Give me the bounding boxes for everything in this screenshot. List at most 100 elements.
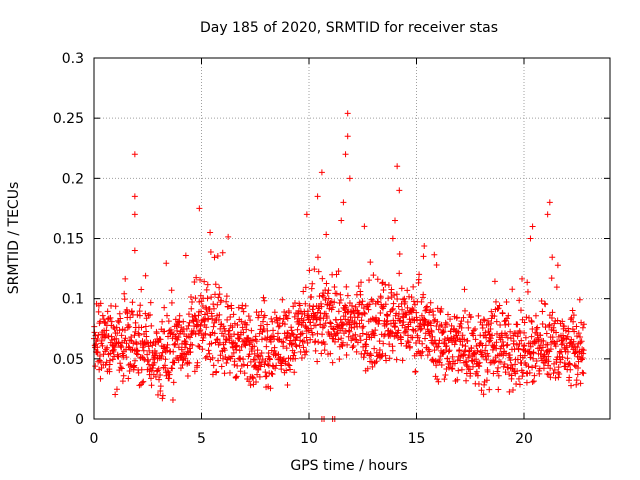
data-point — [139, 379, 146, 386]
data-point — [303, 334, 310, 341]
data-point — [118, 365, 125, 372]
data-point — [312, 347, 319, 354]
data-point — [361, 223, 368, 230]
data-point — [185, 311, 192, 318]
data-point — [142, 272, 149, 279]
data-points — [91, 110, 587, 422]
data-point — [245, 313, 252, 320]
data-point — [116, 319, 123, 326]
data-point — [431, 251, 438, 258]
x-tick-label: 15 — [408, 431, 426, 447]
data-point — [377, 294, 384, 301]
data-point — [217, 352, 224, 359]
data-point — [301, 337, 308, 344]
data-point — [103, 327, 110, 334]
data-point — [168, 299, 175, 306]
data-point — [427, 306, 434, 313]
data-point — [493, 339, 500, 346]
data-point — [359, 298, 366, 305]
data-point — [530, 349, 537, 356]
data-point — [335, 308, 342, 315]
data-point — [164, 341, 171, 348]
y-tick-label: 0.3 — [62, 51, 84, 67]
data-point — [532, 312, 539, 319]
data-point — [542, 301, 549, 308]
data-point — [369, 315, 376, 322]
data-point — [473, 342, 480, 349]
data-point — [350, 342, 357, 349]
data-point — [216, 339, 223, 346]
data-point — [203, 286, 210, 293]
data-point — [466, 348, 473, 355]
data-point — [241, 370, 248, 377]
data-point — [479, 349, 486, 356]
data-point — [429, 333, 436, 340]
x-axis-title: GPS time / hours — [290, 458, 407, 474]
data-point — [573, 377, 580, 384]
data-point — [283, 345, 290, 352]
data-point — [196, 205, 203, 212]
data-point — [138, 324, 145, 331]
data-point — [210, 323, 217, 330]
data-point — [153, 350, 160, 357]
data-point — [284, 315, 291, 322]
data-point — [255, 312, 262, 319]
data-point — [559, 354, 566, 361]
data-point — [253, 379, 260, 386]
data-point — [361, 309, 368, 316]
data-point — [365, 331, 372, 338]
data-point — [99, 342, 106, 349]
data-point — [282, 358, 289, 365]
data-point — [516, 340, 523, 347]
data-point — [472, 336, 479, 343]
data-point — [488, 320, 495, 327]
data-point — [428, 329, 435, 336]
data-point — [261, 297, 268, 304]
data-point — [448, 322, 455, 329]
data-point — [240, 308, 247, 315]
data-point — [364, 365, 371, 372]
data-point — [564, 355, 571, 362]
data-point — [367, 259, 374, 266]
data-point — [242, 302, 249, 309]
data-point — [189, 299, 196, 306]
data-point — [385, 282, 392, 289]
data-point — [529, 378, 536, 385]
data-point — [481, 317, 488, 324]
data-point — [358, 279, 365, 286]
data-point — [580, 350, 587, 357]
data-point — [183, 325, 190, 332]
data-point — [236, 335, 243, 342]
data-point — [378, 353, 385, 360]
data-point — [514, 321, 521, 328]
data-point — [299, 330, 306, 337]
data-point — [318, 350, 325, 357]
data-point — [491, 359, 498, 366]
data-point — [295, 321, 302, 328]
data-point — [111, 344, 118, 351]
data-point — [257, 363, 264, 370]
data-point — [475, 380, 482, 387]
data-point — [359, 324, 366, 331]
data-point — [220, 333, 227, 340]
data-point — [366, 277, 373, 284]
data-point — [302, 284, 309, 291]
data-point — [240, 329, 247, 336]
data-point — [336, 356, 343, 363]
data-point — [444, 355, 451, 362]
data-point — [554, 262, 561, 269]
data-point — [438, 305, 445, 312]
data-point — [566, 374, 573, 381]
data-point — [92, 363, 99, 370]
data-point — [417, 326, 424, 333]
data-point — [228, 305, 235, 312]
data-point — [258, 308, 265, 315]
data-point — [294, 326, 301, 333]
data-point — [390, 305, 397, 312]
data-point — [397, 318, 404, 325]
data-point — [365, 306, 372, 313]
data-point — [576, 296, 583, 303]
data-point — [389, 235, 396, 242]
data-point — [338, 335, 345, 342]
data-point — [180, 350, 187, 357]
